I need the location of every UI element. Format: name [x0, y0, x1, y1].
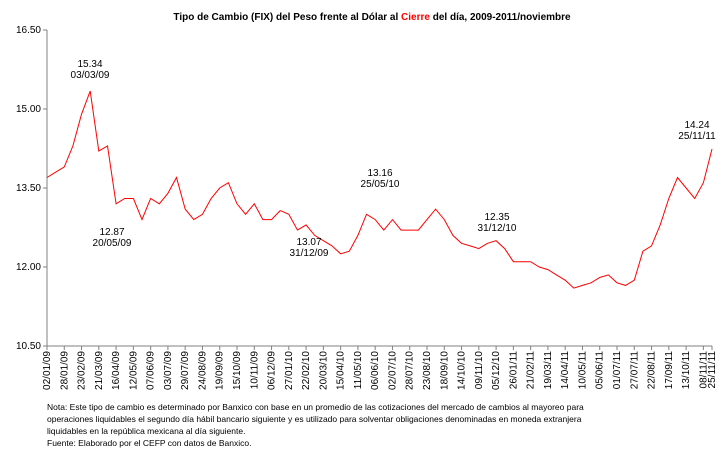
annotation: 25/05/10 — [361, 179, 400, 190]
x-tick-label: 17/09/11 — [664, 351, 675, 390]
x-tick-label: 19/03/11 — [543, 351, 554, 390]
x-tick-label: 16/04/09 — [111, 351, 122, 390]
x-tick-label: 06/12/09 — [267, 351, 278, 390]
title-part: Tipo de Cambio (FIX) del Peso frente al … — [173, 12, 398, 23]
x-tick-label: 01/07/11 — [612, 351, 623, 390]
annotation: 12.87 — [99, 227, 124, 238]
x-tick-label: 27/01/10 — [284, 351, 295, 390]
x-tick-label: 23/02/09 — [77, 351, 88, 390]
y-tick-label: 16.50 — [16, 25, 41, 36]
title-part: Cierre — [401, 12, 430, 23]
title-part: del día, 2009-2011/noviembre — [433, 12, 571, 23]
annotation: 14.24 — [684, 120, 709, 131]
x-tick-label: 28/01/09 — [59, 351, 70, 390]
x-tick-label: 15/04/10 — [336, 351, 347, 390]
y-tick-label: 10.50 — [16, 341, 41, 352]
y-tick-label: 13.50 — [16, 183, 41, 194]
x-tick-label: 13/10/11 — [681, 351, 692, 390]
x-tick-label: 23/08/10 — [422, 351, 433, 390]
annotation: 12.35 — [484, 212, 509, 223]
annotation: 15.34 — [77, 59, 102, 70]
x-tick-label: 11/05/10 — [353, 351, 364, 390]
y-tick-label: 15.00 — [16, 104, 41, 115]
x-tick-label: 06/06/10 — [370, 351, 381, 390]
x-tick-label: 09/11/10 — [474, 351, 485, 390]
x-tick-label: 02/07/10 — [387, 351, 398, 390]
annotation: 25/11/11 — [678, 131, 716, 142]
annotation: 31/12/10 — [478, 223, 517, 234]
x-tick-label: 26/01/11 — [508, 351, 519, 390]
x-tick-label: 05/06/11 — [595, 351, 606, 390]
x-tick-label: 22/02/10 — [301, 351, 312, 390]
x-tick-label: 25/11/11 — [707, 351, 718, 389]
line — [46, 90, 713, 289]
x-tick-label: 14/10/10 — [457, 351, 468, 390]
x-tick-label: 05/12/10 — [491, 351, 502, 390]
x-tick-label: 27/07/11 — [629, 351, 640, 390]
note-line: Nota: Este tipo de cambio es determinado… — [47, 402, 584, 412]
x-tick-label: 03/07/09 — [163, 351, 174, 390]
x-tick-label: 24/08/09 — [197, 351, 208, 390]
x-tick-label: 08/11/11 — [698, 351, 709, 389]
x-tick-label: 19/09/09 — [215, 351, 226, 390]
x-tick-label: 21/03/09 — [94, 351, 105, 390]
x-tick-label: 22/08/11 — [647, 351, 658, 390]
chart-title: Tipo de Cambio (FIX) del Peso frente al … — [173, 12, 571, 23]
x-tick-label: 10/05/11 — [577, 351, 588, 390]
x-tick-label: 14/04/11 — [560, 351, 571, 390]
x-tick-label: 15/10/09 — [232, 351, 243, 390]
x-tick-label: 07/06/09 — [146, 351, 157, 390]
note-line: operaciones liquidables el segundo día h… — [47, 414, 582, 424]
x-tick-label: 02/01/09 — [42, 351, 53, 390]
y-tick-label: 12.00 — [16, 262, 41, 273]
source: Fuente: Elaborado por el CEFP con datos … — [47, 438, 251, 448]
annotation: 20/05/09 — [93, 238, 132, 249]
annotation: 31/12/09 — [290, 248, 329, 259]
x-tick-label: 28/07/10 — [405, 351, 416, 390]
x-tick-label: 29/07/09 — [180, 351, 191, 390]
x-tick-label: 18/09/10 — [439, 351, 450, 390]
note-line: liquidables en la república mexicana al … — [47, 426, 245, 436]
x-tick-label: 10/11/09 — [249, 351, 260, 390]
x-tick-label: 12/05/09 — [128, 351, 139, 390]
x-tick-label: 20/03/10 — [318, 351, 329, 390]
annotation: 13.16 — [367, 168, 392, 179]
annotation: 13.07 — [296, 237, 321, 248]
x-tick-label: 21/02/11 — [526, 351, 537, 390]
annotation: 03/03/09 — [71, 70, 110, 81]
